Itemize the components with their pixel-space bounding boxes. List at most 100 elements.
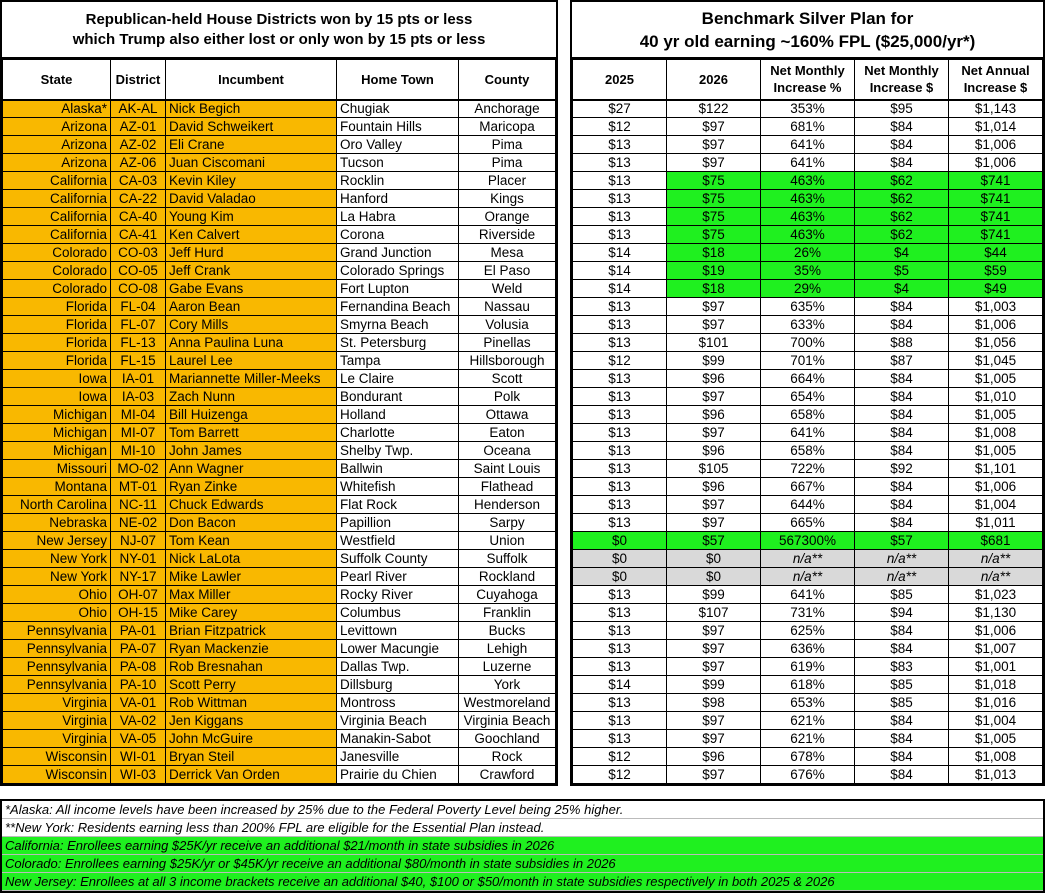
premium-2025-cell: $13 [572,729,667,748]
county-cell: Nassau [458,297,556,316]
premium-2026-cell: $18 [666,279,761,298]
premium-row: $13 $98 653% $85 $1,016 [572,693,1043,712]
right-header-cell: 2026 [666,59,761,101]
district-row: North Carolina NC-11 Chuck Edwards Flat Roc… [2,495,556,514]
home-town-cell: Holland [336,405,459,424]
state-cell: California [2,171,111,190]
district-row: Iowa IA-01 Mariannette Miller-Meeks Le Clai… [2,369,556,388]
monthly-increase-usd-cell: $94 [854,603,949,622]
state-cell: Florida [2,333,111,352]
footnote: **New York: Residents earning less than … [2,819,1043,837]
incumbent-cell: Don Bacon [165,513,337,532]
home-town-cell: Le Claire [336,369,459,388]
state-cell: Arizona [2,135,111,154]
premium-2025-cell: $13 [572,369,667,388]
district-cell: FL-04 [110,297,166,316]
monthly-increase-usd-cell: $84 [854,441,949,460]
district-row: Pennsylvania PA-01 Brian Fitzpatrick Levitt… [2,621,556,640]
premium-2025-cell: $13 [572,297,667,316]
premium-2026-cell: $97 [666,639,761,658]
premium-2025-cell: $13 [572,405,667,424]
premium-2026-cell: $107 [666,603,761,622]
premium-row: $13 $107 731% $94 $1,130 [572,603,1043,622]
monthly-increase-usd-cell: $62 [854,189,949,208]
annual-increase-usd-cell: $44 [948,243,1043,262]
home-town-cell: Columbus [336,603,459,622]
incumbent-cell: Aaron Bean [165,297,337,316]
monthly-increase-pct-cell: 353% [760,99,855,118]
incumbent-cell: Mike Lawler [165,567,337,586]
premium-2025-cell: $13 [572,225,667,244]
annual-increase-usd-cell: $1,023 [948,585,1043,604]
premium-row: $13 $75 463% $62 $741 [572,207,1043,226]
premium-row: $13 $97 619% $83 $1,001 [572,657,1043,676]
county-cell: Placer [458,171,556,190]
monthly-increase-usd-cell: $4 [854,279,949,298]
premium-2025-cell: $13 [572,153,667,172]
annual-increase-usd-cell: $1,014 [948,117,1043,136]
left-header-cell: District [110,59,166,101]
district-cell: PA-10 [110,675,166,694]
premium-row: $27 $122 353% $95 $1,143 [572,99,1043,118]
monthly-increase-pct-cell: 635% [760,297,855,316]
monthly-increase-pct-cell: 701% [760,351,855,370]
premium-2025-cell: $27 [572,99,667,118]
district-cell: MI-07 [110,423,166,442]
county-cell: Oceana [458,441,556,460]
state-cell: Florida [2,315,111,334]
footnote: *Alaska: All income levels have been inc… [2,801,1043,819]
incumbent-cell: Anna Paulina Luna [165,333,337,352]
premium-row: $13 $75 463% $62 $741 [572,225,1043,244]
district-cell: AZ-01 [110,117,166,136]
premium-title-line2: 40 yr old earning ~160% FPL ($25,000/yr*… [639,31,976,51]
home-town-cell: St. Petersburg [336,333,459,352]
premium-2026-cell: $97 [666,513,761,532]
premium-2026-cell: $96 [666,477,761,496]
home-town-cell: Fountain Hills [336,117,459,136]
incumbent-cell: Eli Crane [165,135,337,154]
district-row: Colorado CO-03 Jeff Hurd Grand Junction Mesa [2,243,556,262]
district-cell: WI-01 [110,747,166,766]
state-cell: North Carolina [2,495,111,514]
monthly-increase-usd-cell: n/a** [854,549,949,568]
home-town-cell: Rocklin [336,171,459,190]
home-town-cell: Levittown [336,621,459,640]
incumbent-cell: Nick Begich [165,99,337,118]
district-cell: FL-13 [110,333,166,352]
annual-increase-usd-cell: $1,008 [948,423,1043,442]
state-cell: Ohio [2,603,111,622]
premium-2026-cell: $0 [666,549,761,568]
premium-2026-cell: $97 [666,621,761,640]
monthly-increase-usd-cell: $84 [854,711,949,730]
state-cell: Colorado [2,279,111,298]
county-cell: Crawford [458,765,556,784]
premium-2026-cell: $19 [666,261,761,280]
annual-increase-usd-cell: $741 [948,189,1043,208]
monthly-increase-pct-cell: 722% [760,459,855,478]
home-town-cell: Dillsburg [336,675,459,694]
annual-increase-usd-cell: $1,045 [948,351,1043,370]
county-cell: Goochland [458,729,556,748]
premium-2026-cell: $75 [666,189,761,208]
premium-row: $13 $96 658% $84 $1,005 [572,405,1043,424]
district-cell: PA-07 [110,639,166,658]
premium-2026-cell: $97 [666,765,761,784]
annual-increase-usd-cell: $1,006 [948,315,1043,334]
premium-2026-cell: $98 [666,693,761,712]
district-cell: MI-04 [110,405,166,424]
home-town-cell: Fort Lupton [336,279,459,298]
district-cell: NY-17 [110,567,166,586]
right-header-cell: Net Monthly Increase $ [854,59,949,101]
premium-2026-cell: $122 [666,99,761,118]
incumbent-cell: Max Miller [165,585,337,604]
district-cell: NY-01 [110,549,166,568]
incumbent-cell: Cory Mills [165,315,337,334]
district-row: Florida FL-15 Laurel Lee Tampa Hillsborough [2,351,556,370]
premium-row: $13 $97 621% $84 $1,004 [572,711,1043,730]
monthly-increase-pct-cell: n/a** [760,567,855,586]
monthly-increase-usd-cell: $87 [854,351,949,370]
home-town-cell: Tampa [336,351,459,370]
premium-2025-cell: $13 [572,513,667,532]
left-header-cell: Home Town [336,59,459,101]
districts-title-line2: which Trump also either lost or only won… [72,30,486,48]
